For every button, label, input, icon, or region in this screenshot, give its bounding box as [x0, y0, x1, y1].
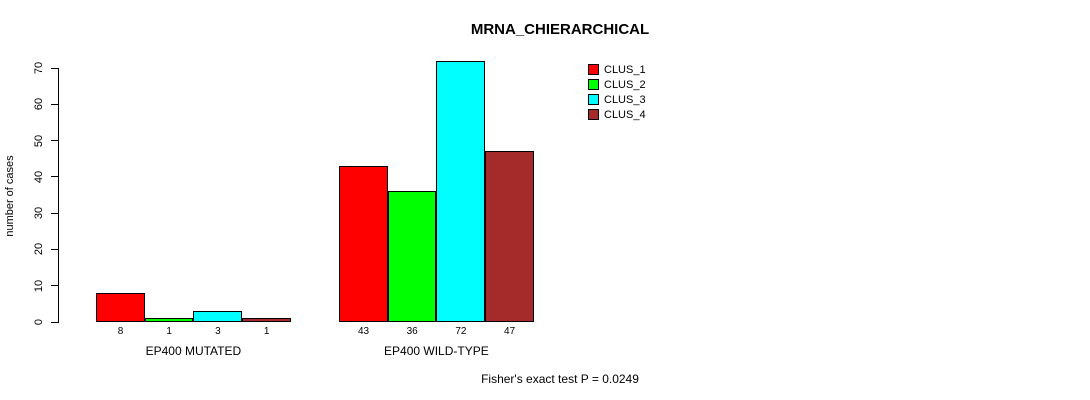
- legend-swatch-clus_3: [588, 94, 599, 105]
- bar-clus_3-group2: [436, 60, 486, 322]
- bar-clus_2-group1: [144, 318, 194, 322]
- y-tick-10: [51, 285, 58, 287]
- legend-label-clus_4: CLUS_4: [604, 108, 646, 121]
- y-tick-label-20: 20: [33, 243, 45, 256]
- bar-clus_3-group1: [193, 311, 243, 322]
- legend-swatch-clus_4: [588, 109, 599, 120]
- legend-row-clus_1: CLUS_1: [588, 62, 646, 77]
- y-tick-label-50: 50: [33, 134, 45, 147]
- y-tick-50: [51, 140, 58, 142]
- y-axis-line: [58, 68, 59, 323]
- y-tick-30: [51, 212, 58, 214]
- legend-row-clus_3: CLUS_3: [588, 92, 646, 107]
- y-tick-label-40: 40: [33, 170, 45, 183]
- bar-value-label-clus_3-group2: 72: [455, 326, 467, 337]
- y-tick-label-0: 0: [33, 318, 45, 326]
- y-tick-label-60: 60: [33, 98, 45, 111]
- y-tick-label-30: 30: [33, 207, 45, 220]
- y-tick-label-10: 10: [33, 279, 45, 292]
- legend-row-clus_4: CLUS_4: [588, 107, 646, 122]
- y-tick-40: [51, 176, 58, 178]
- legend-label-clus_1: CLUS_1: [604, 63, 646, 76]
- legend-row-clus_2: CLUS_2: [588, 77, 646, 92]
- legend: CLUS_1 CLUS_2 CLUS_3 CLUS_4: [588, 62, 646, 122]
- y-tick-0: [51, 321, 58, 323]
- y-tick-20: [51, 248, 58, 250]
- bar-clus_4-group2: [485, 151, 534, 322]
- bar-value-label-clus_4-group1: 1: [263, 326, 270, 337]
- fisher-test-annotation: Fisher's exact test P = 0.0249: [481, 372, 639, 386]
- legend-swatch-clus_1: [588, 64, 599, 75]
- y-axis-title: number of cases: [4, 155, 16, 237]
- bar-clus_1-group1: [96, 292, 145, 322]
- y-tick-label-70: 70: [33, 61, 45, 75]
- bar-value-label-clus_3-group1: 3: [215, 326, 221, 337]
- legend-swatch-clus_2: [588, 79, 599, 90]
- group-label-1: EP400 MUTATED: [145, 344, 242, 358]
- chart-title: MRNA_CHIERARCHICAL: [470, 21, 650, 38]
- bar-clus_4-group1: [242, 318, 291, 322]
- group-label-2: EP400 WILD-TYPE: [384, 344, 489, 358]
- legend-label-clus_2: CLUS_2: [604, 78, 646, 91]
- bar-value-label-clus_1-group1: 8: [117, 326, 124, 337]
- bar-value-label-clus_2-group2: 36: [406, 326, 418, 337]
- y-tick-70: [51, 67, 58, 69]
- bar-value-label-clus_4-group2: 47: [504, 326, 516, 337]
- bar-clus_1-group2: [339, 165, 388, 322]
- bar-value-label-clus_1-group2: 43: [357, 326, 370, 337]
- y-tick-60: [51, 103, 58, 105]
- bar-clus_2-group2: [387, 191, 437, 322]
- bar-value-label-clus_2-group1: 1: [166, 326, 172, 337]
- legend-label-clus_3: CLUS_3: [604, 93, 646, 106]
